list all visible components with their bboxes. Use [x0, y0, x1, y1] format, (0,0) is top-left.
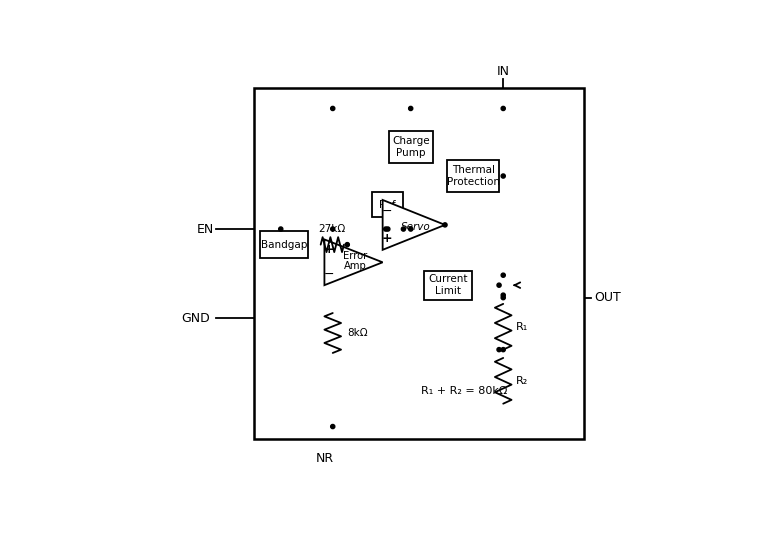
Text: IN: IN: [497, 65, 510, 78]
Circle shape: [331, 106, 335, 111]
Circle shape: [331, 424, 335, 429]
Text: 27kΩ: 27kΩ: [319, 224, 346, 234]
Bar: [372, 192, 404, 217]
Text: Ref: Ref: [380, 199, 396, 210]
Bar: [253, 87, 584, 439]
Bar: [260, 231, 308, 258]
Circle shape: [443, 223, 447, 227]
Circle shape: [408, 227, 413, 231]
Circle shape: [501, 348, 505, 352]
Text: +: +: [381, 232, 392, 245]
Circle shape: [331, 227, 335, 231]
Text: Thermal
Protection: Thermal Protection: [446, 165, 500, 187]
Text: GND: GND: [181, 312, 210, 325]
Text: R₁ + R₂ = 80kΩ: R₁ + R₂ = 80kΩ: [421, 386, 507, 396]
Bar: [389, 131, 432, 163]
Circle shape: [501, 174, 505, 178]
Text: −: −: [323, 268, 334, 281]
Text: R₁: R₁: [515, 322, 528, 332]
Text: R₂: R₂: [515, 376, 528, 386]
Polygon shape: [383, 200, 445, 250]
Text: Charge
Pump: Charge Pump: [392, 136, 429, 158]
Text: NR: NR: [315, 452, 333, 465]
Text: Current
Limit: Current Limit: [429, 274, 468, 296]
Circle shape: [384, 227, 388, 231]
Bar: [447, 160, 499, 192]
Text: Error: Error: [343, 251, 367, 261]
Text: EN: EN: [197, 222, 214, 235]
Circle shape: [501, 273, 505, 277]
Circle shape: [497, 348, 501, 352]
Circle shape: [386, 227, 390, 231]
Circle shape: [401, 227, 405, 231]
Circle shape: [501, 293, 505, 297]
Text: −: −: [381, 205, 392, 218]
Bar: [424, 271, 472, 300]
Text: +: +: [323, 243, 334, 256]
Text: Servo: Servo: [401, 222, 431, 232]
Circle shape: [501, 106, 505, 111]
Text: Bandgap: Bandgap: [260, 240, 307, 249]
Circle shape: [501, 295, 505, 300]
Text: OUT: OUT: [594, 291, 622, 304]
Text: Amp: Amp: [344, 261, 367, 272]
Polygon shape: [325, 239, 383, 285]
Circle shape: [497, 283, 501, 287]
Text: 8kΩ: 8kΩ: [347, 328, 368, 338]
Circle shape: [279, 227, 283, 231]
Circle shape: [345, 242, 350, 247]
Circle shape: [408, 106, 413, 111]
